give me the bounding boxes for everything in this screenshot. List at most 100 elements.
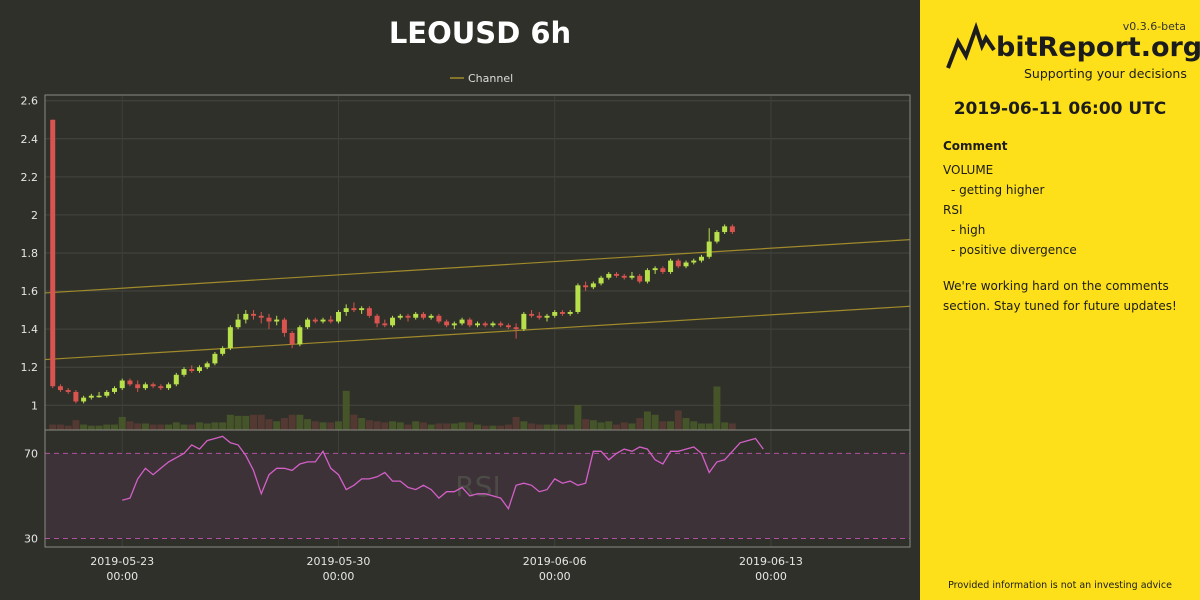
candle <box>312 317 318 324</box>
candle <box>606 272 612 280</box>
y-tick-label: 2.6 <box>21 95 39 108</box>
rsi-y-tick-label: 30 <box>24 532 38 545</box>
candle-body <box>397 315 403 318</box>
volume-bar <box>651 414 659 430</box>
candle-body <box>173 374 179 385</box>
volume-bar <box>520 421 528 430</box>
candle <box>351 302 357 312</box>
candle-body <box>444 321 450 326</box>
candle <box>390 315 396 328</box>
candle-body <box>590 283 596 288</box>
candle-body <box>567 311 573 314</box>
rsi-band <box>45 453 910 539</box>
candle-body <box>652 268 658 271</box>
volume-bar <box>512 416 520 430</box>
candle <box>691 258 697 265</box>
candle <box>567 310 573 316</box>
candle-body <box>637 275 643 282</box>
candle-body <box>490 323 496 326</box>
candle <box>127 378 133 387</box>
x-tick-date: 2019-06-06 <box>523 555 587 568</box>
candle-body <box>374 315 380 324</box>
candle-body <box>320 319 326 322</box>
candle-body <box>88 395 94 398</box>
legend-label: Channel <box>468 72 513 85</box>
volume-bar <box>87 425 95 430</box>
volume-bar <box>697 423 705 430</box>
candle <box>204 361 210 370</box>
candle-body <box>722 226 728 233</box>
candle-body <box>420 313 426 318</box>
candle-body <box>629 275 635 278</box>
candle-body <box>305 319 311 328</box>
y-tick-label: 1.4 <box>21 323 39 336</box>
volume-bar <box>334 421 342 430</box>
candle-body <box>529 313 535 316</box>
comment-line: - high <box>951 223 986 237</box>
candle-body <box>266 317 272 322</box>
candle <box>173 372 179 387</box>
candle <box>660 266 666 274</box>
candle-body <box>359 308 365 311</box>
candle-body <box>251 313 257 316</box>
volume-bar <box>203 423 211 430</box>
candle <box>459 317 465 326</box>
candle-body <box>459 319 465 324</box>
candle <box>590 281 596 290</box>
volume-bar <box>234 415 242 430</box>
candle-body <box>413 313 419 318</box>
comment-line <box>943 260 1177 276</box>
comment-line: RSI <box>943 203 963 217</box>
volume-bar <box>458 422 466 430</box>
version-label: v0.3.6-beta <box>1122 20 1186 33</box>
logo-mark-icon <box>946 21 996 69</box>
candle-body <box>706 241 712 257</box>
volume-bar <box>636 418 644 430</box>
candle <box>644 268 650 284</box>
rsi-line <box>122 435 764 511</box>
volume-bar <box>535 424 543 430</box>
x-tick-time: 00:00 <box>106 570 138 583</box>
channel-line-upper <box>44 239 911 294</box>
candle-body <box>73 391 79 402</box>
candle-body <box>621 275 627 278</box>
candle-body <box>57 386 63 391</box>
volume-bar <box>226 414 234 430</box>
candle-body <box>598 277 604 284</box>
candle <box>382 319 388 328</box>
candle-body <box>405 315 411 318</box>
volume-bar <box>674 410 682 430</box>
candle <box>498 321 504 328</box>
candle <box>88 393 94 400</box>
candle-body <box>289 332 295 345</box>
volume-bar <box>242 415 250 430</box>
candle <box>467 317 473 328</box>
candle <box>366 306 372 318</box>
candle <box>714 230 720 244</box>
volume-bar <box>690 421 698 430</box>
candle <box>675 258 681 269</box>
candle-body <box>351 308 357 311</box>
candle-body <box>166 384 172 389</box>
volume-bar <box>103 424 111 430</box>
volume-bar <box>358 418 366 430</box>
candle <box>166 382 172 391</box>
candle <box>583 281 589 292</box>
candle <box>529 310 535 318</box>
candle-body <box>482 323 488 326</box>
logo[interactable]: bitReport.org <box>946 18 1200 88</box>
x-tick-date: 2019-05-30 <box>307 555 371 568</box>
candle-body <box>204 363 210 368</box>
candle-body <box>729 226 735 233</box>
candle-body <box>698 256 704 261</box>
candle-body <box>312 319 318 322</box>
volume-bar <box>489 425 497 430</box>
candle <box>196 365 202 373</box>
volume-bar <box>319 422 327 430</box>
candle-body <box>675 260 681 267</box>
candle <box>420 311 426 320</box>
y-tick-label: 1.2 <box>21 361 39 374</box>
candle <box>274 315 280 326</box>
candle <box>513 323 519 339</box>
volume-bar <box>543 424 551 430</box>
